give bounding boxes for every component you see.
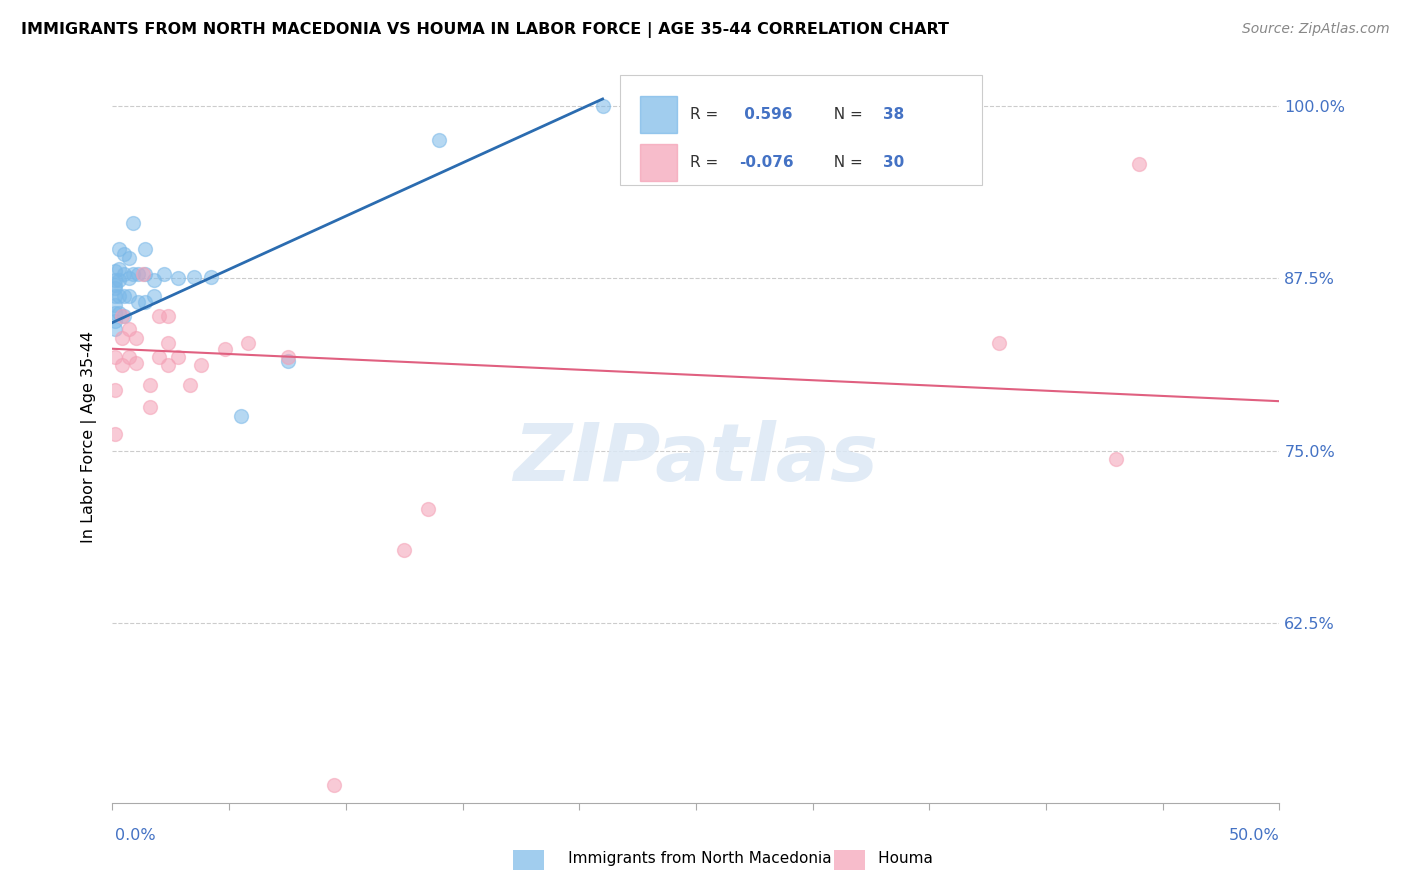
Point	[111, 359, 134, 373]
Point	[108, 261, 131, 276]
Point	[200, 270, 222, 285]
Point	[166, 271, 188, 285]
Point	[108, 243, 131, 257]
FancyBboxPatch shape	[640, 145, 678, 181]
Point	[108, 273, 131, 287]
Point	[111, 331, 134, 345]
Point	[112, 289, 135, 303]
Point	[392, 543, 416, 558]
Text: ZIPatlas: ZIPatlas	[513, 420, 879, 498]
Text: N =: N =	[824, 155, 868, 170]
Text: R =: R =	[690, 107, 723, 122]
Point	[183, 270, 205, 285]
Text: N =: N =	[824, 107, 868, 122]
Point	[427, 133, 450, 147]
Point	[988, 336, 1011, 351]
Point	[118, 350, 141, 364]
Point	[148, 309, 170, 323]
Point	[118, 271, 141, 285]
Point	[112, 267, 135, 281]
Point	[592, 99, 614, 113]
Point	[118, 251, 141, 265]
Point	[122, 267, 145, 281]
Point	[127, 294, 149, 309]
Point	[104, 314, 127, 328]
FancyBboxPatch shape	[620, 75, 981, 185]
Point	[125, 331, 148, 345]
Point	[166, 350, 188, 364]
Point	[139, 377, 162, 392]
Point	[104, 264, 127, 278]
Text: Houma: Houma	[844, 851, 932, 865]
Point	[122, 216, 145, 230]
Point	[118, 322, 141, 336]
Point	[236, 336, 259, 351]
Point	[157, 336, 180, 351]
Point	[134, 243, 156, 257]
Point	[104, 306, 127, 320]
Point	[104, 350, 127, 364]
Point	[416, 501, 439, 516]
Point	[153, 267, 176, 281]
Point	[179, 377, 201, 392]
Point	[111, 309, 134, 323]
Point	[143, 273, 166, 287]
Point	[104, 289, 127, 303]
Point	[104, 281, 127, 295]
Point	[1128, 157, 1150, 171]
Point	[323, 778, 346, 792]
Text: 0.0%: 0.0%	[115, 828, 156, 843]
Text: Source: ZipAtlas.com: Source: ZipAtlas.com	[1241, 22, 1389, 37]
Text: 50.0%: 50.0%	[1229, 828, 1279, 843]
Point	[157, 309, 180, 323]
Point	[125, 355, 148, 369]
Point	[104, 278, 127, 293]
Point	[134, 267, 156, 281]
Point	[134, 294, 156, 309]
Text: 30: 30	[883, 155, 904, 170]
Point	[190, 359, 212, 373]
Point	[276, 350, 298, 364]
Point	[127, 267, 149, 281]
Point	[104, 383, 127, 397]
Point	[132, 267, 155, 281]
Point	[276, 354, 298, 368]
Point	[139, 400, 162, 414]
Point	[157, 359, 180, 373]
FancyBboxPatch shape	[640, 96, 678, 133]
Point	[108, 289, 131, 303]
Point	[143, 289, 166, 303]
Text: R =: R =	[690, 155, 723, 170]
Point	[214, 342, 236, 356]
Text: Immigrants from North Macedonia: Immigrants from North Macedonia	[534, 851, 832, 865]
Point	[104, 297, 127, 311]
Text: IMMIGRANTS FROM NORTH MACEDONIA VS HOUMA IN LABOR FORCE | AGE 35-44 CORRELATION : IMMIGRANTS FROM NORTH MACEDONIA VS HOUMA…	[21, 22, 949, 38]
Text: 0.596: 0.596	[740, 107, 793, 122]
Point	[118, 289, 141, 303]
Point	[104, 273, 127, 287]
Point	[229, 409, 252, 424]
Point	[108, 306, 131, 320]
Point	[148, 350, 170, 364]
Point	[104, 322, 127, 336]
Text: -0.076: -0.076	[740, 155, 794, 170]
Point	[104, 427, 127, 442]
Point	[112, 246, 135, 260]
Point	[1105, 452, 1128, 467]
Point	[112, 309, 135, 323]
Y-axis label: In Labor Force | Age 35-44: In Labor Force | Age 35-44	[80, 331, 97, 543]
Text: 38: 38	[883, 107, 904, 122]
